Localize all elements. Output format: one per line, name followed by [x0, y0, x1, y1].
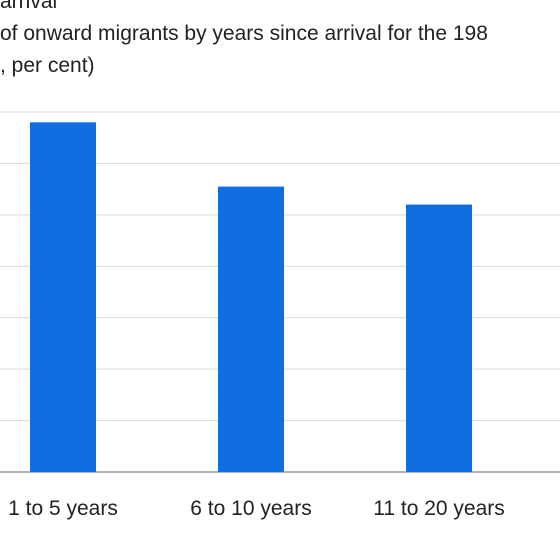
bar-2 [218, 186, 284, 473]
x-tick-label-1: 1 to 5 years [8, 497, 118, 520]
chart-title-line-1: of onward migrants by years since arriva… [0, 22, 488, 45]
chart-title-partial-top: arrival [0, 0, 57, 13]
bars [30, 122, 472, 473]
x-tick-label-2: 6 to 10 years [190, 497, 311, 520]
bar-3 [406, 204, 472, 473]
chart-title-line-2: , per cent) [0, 54, 95, 77]
bar-1 [30, 122, 96, 473]
x-tick-label-3: 11 to 20 years [373, 497, 505, 520]
